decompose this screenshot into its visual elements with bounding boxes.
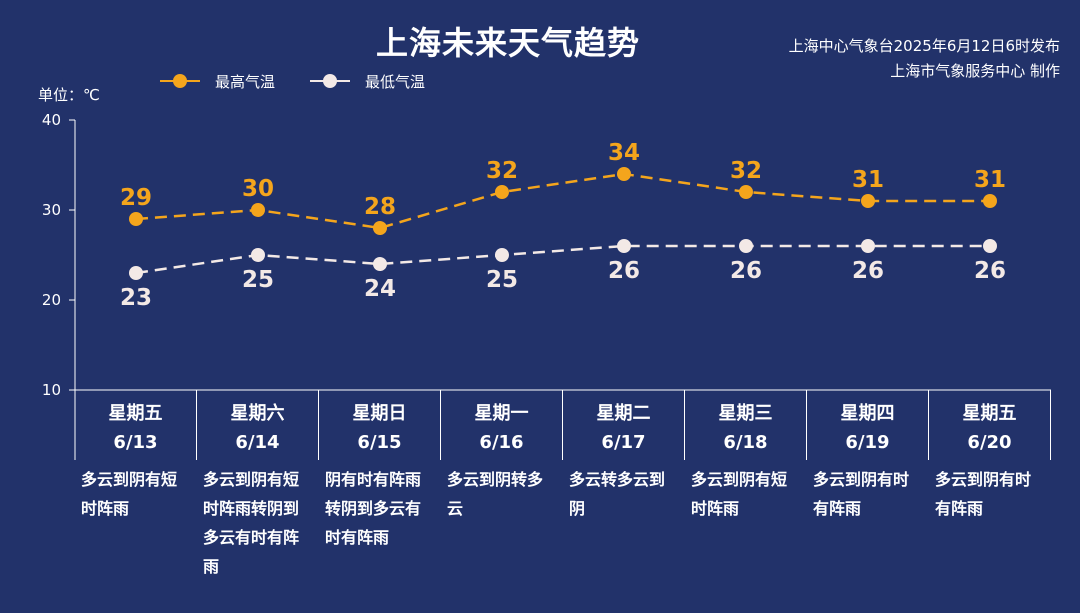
day-date: 6/15 [357,432,402,453]
day-date: 6/17 [601,432,646,453]
data-point-high [861,194,875,208]
day-cell: 星期二 6/17 [563,390,685,460]
day-cell: 星期五 6/13 [75,390,197,460]
data-label-high: 31 [974,167,1006,193]
day-weekday: 星期四 [840,403,895,424]
day-cell: 星期六 6/14 [197,390,319,460]
data-label-high: 29 [120,185,152,211]
data-point-high [983,194,997,208]
day-weekday: 星期日 [352,403,407,424]
day-weekday: 星期六 [230,403,285,424]
data-label-low: 23 [120,285,152,311]
day-cell: 星期一 6/16 [441,390,563,460]
day-weekday: 星期五 [108,403,163,424]
weather-description: 阴有时有阵雨转阴到多云有时有阵雨 [325,470,422,547]
data-point-low [861,239,875,253]
day-weekday: 星期三 [718,403,773,424]
legend-low-marker [323,74,337,88]
data-label-high: 34 [608,140,640,166]
page-title: 上海未来天气趋势 [375,24,640,62]
data-label-low: 26 [974,258,1006,284]
weather-description: 多云到阴有时有阵雨 [935,470,1032,518]
y-tick-label: 10 [42,381,61,399]
data-point-low [617,239,631,253]
day-cell: 星期三 6/18 [685,390,807,460]
data-point-high [129,212,143,226]
data-label-low: 26 [730,258,762,284]
day-header-row: 星期五 6/13 星期六 6/14 星期日 6/15 星期一 6/16 星期二 … [75,390,1051,460]
data-label-low: 25 [242,267,274,293]
y-tick-label: 30 [42,201,61,219]
day-weekday: 星期一 [474,403,529,424]
weather-description: 多云转多云到阴 [569,470,666,518]
issuer-line-1: 上海中心气象台2025年6月12日6时发布 [788,37,1060,55]
data-label-low: 25 [486,267,518,293]
day-weekday: 星期五 [962,403,1017,424]
day-date: 6/19 [845,432,890,453]
day-cell: 星期日 6/15 [319,390,441,460]
legend-low-label: 最低气温 [365,73,426,91]
weather-description: 多云到阴转多云 [447,470,544,518]
legend-high-label: 最高气温 [215,73,276,91]
data-point-high [373,221,387,235]
data-point-low [129,266,143,280]
weather-description: 多云到阴有短时阵雨转阴到多云有时有阵雨 [203,470,300,576]
data-point-high [739,185,753,199]
day-date: 6/14 [235,432,280,453]
data-label-high: 31 [852,167,884,193]
data-point-high [251,203,265,217]
legend-high-marker [173,74,187,88]
day-cell: 星期四 6/19 [807,390,929,460]
issuer-info: 上海中心气象台2025年6月12日6时发布 上海市气象服务中心 制作 [789,34,1060,84]
data-label-high: 28 [364,194,396,220]
data-point-low [373,257,387,271]
data-point-low [739,239,753,253]
y-tick-label: 40 [42,111,61,129]
day-date: 6/18 [723,432,768,453]
series-low-line [135,244,990,275]
day-date: 6/16 [479,432,524,453]
data-label-high: 32 [486,158,518,184]
data-point-low [495,248,509,262]
weather-description: 多云到阴有短时阵雨 [81,470,178,518]
day-cell: 星期五 6/20 [929,390,1051,460]
data-point-high [495,185,509,199]
day-weekday: 星期二 [596,403,651,424]
weather-description: 多云到阴有短时阵雨 [691,470,788,518]
series-high-line [135,172,990,230]
issuer-line-2: 上海市气象服务中心 制作 [890,62,1060,80]
data-point-high [617,167,631,181]
data-label-low: 26 [608,258,640,284]
day-date: 6/20 [967,432,1012,453]
y-axis-unit: 单位：℃ [38,86,100,104]
data-point-low [983,239,997,253]
data-point-low [251,248,265,262]
day-date: 6/13 [113,432,158,453]
weather-description: 多云到阴有时有阵雨 [813,470,910,518]
data-label-high: 32 [730,158,762,184]
data-label-low: 26 [852,258,884,284]
data-label-high: 30 [242,176,274,202]
data-label-low: 24 [364,276,396,302]
y-tick-label: 20 [42,291,61,309]
